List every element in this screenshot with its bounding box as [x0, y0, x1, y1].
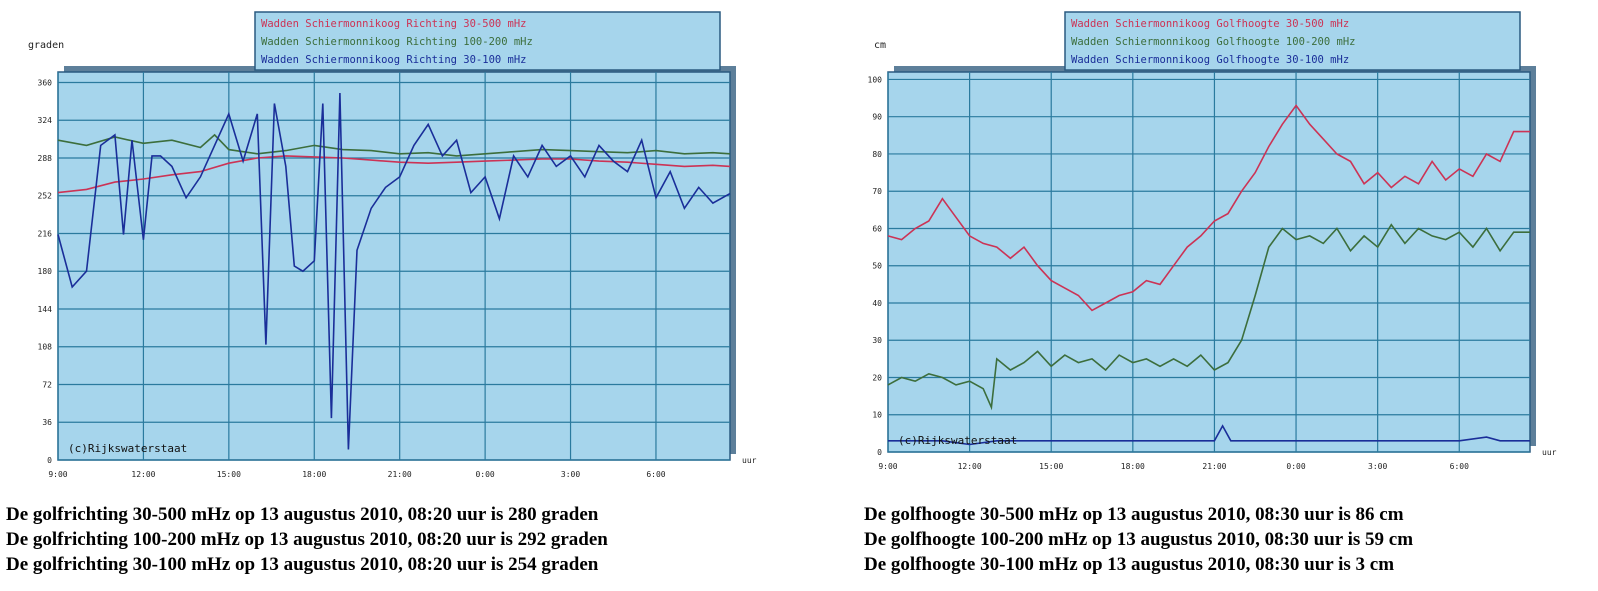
x-tick-label: 15:00: [217, 470, 241, 479]
legend-entry-1: Wadden Schiermonnikoog Golfhoogte 30-500…: [1071, 18, 1349, 30]
x-axis-unit: uur: [1542, 448, 1557, 457]
series-line-1: [887, 104, 1530, 312]
x-tick-label: 9:00: [878, 462, 897, 471]
plot-area: [887, 71, 1531, 453]
y-tick-label: 60: [872, 224, 882, 233]
caption-line-1: De golfrichting 30-500 mHz op 13 augustu…: [6, 504, 599, 525]
series-line-2: [57, 133, 731, 157]
x-tick-label: 12:00: [131, 470, 155, 479]
x-tick-label: 0:00: [475, 470, 494, 479]
legend-entry-3: Wadden Schiermonnikoog Richting 30-100 m…: [261, 54, 527, 66]
caption-line-3: De golfhoogte 30-100 mHz op 13 augustus …: [864, 554, 1395, 575]
x-tick-label: 6:00: [1450, 462, 1469, 471]
chart-panel-golfhoogte: 0 10 20 30 40 50 60 70 80 90 100 9:00 12:00 15:00 18:0…: [860, 0, 1598, 591]
x-tick-label: 18:00: [1121, 462, 1145, 471]
chart-golfhoogte: 0 10 20 30 40 50 60 70 80 90 100 9:00 12:00 15:00 18:0…: [868, 11, 1557, 471]
x-tick-label: 3:00: [561, 470, 580, 479]
y-tick-label: 10: [872, 411, 882, 420]
y-tick-label: 288: [38, 154, 53, 163]
y-tick-label: 70: [872, 187, 882, 196]
x-tick-label: 6:00: [646, 470, 665, 479]
y-tick-label: 108: [38, 343, 53, 352]
x-tick-label: 18:00: [302, 470, 326, 479]
series-line-3: [57, 92, 731, 450]
y-tick-label: 20: [872, 373, 882, 382]
legend-box: [254, 11, 721, 71]
y-tick-label: 216: [38, 229, 53, 238]
x-tick-label: 12:00: [958, 462, 982, 471]
x-tick-label: 3:00: [1368, 462, 1387, 471]
legend-entry-2: Wadden Schiermonnikoog Richting 100-200 …: [261, 36, 533, 48]
y-tick-label: 40: [872, 299, 882, 308]
legend-box: [1064, 11, 1521, 71]
series-line-3: [888, 424, 1530, 446]
y-tick-label: 80: [872, 150, 882, 159]
caption-line-2: De golfhoogte 100-200 mHz op 13 augustus…: [864, 529, 1414, 550]
series-line-2: [887, 223, 1530, 411]
chart-panel-golfrichting: 0 36 72 108 144 180 216 252 288 324 360 9:00 12:00 15…: [6, 11, 757, 575]
y-tick-label: 36: [42, 418, 52, 427]
x-tick-label: 21:00: [388, 470, 412, 479]
chart-golfrichting: 0 36 72 108 144 180 216 252 288 324 360 9:00 12:00 15…: [28, 11, 757, 479]
legend-entry-3: Wadden Schiermonnikoog Golfhoogte 30-100…: [1071, 54, 1349, 66]
plot-area: [57, 71, 731, 461]
y-tick-label: 144: [38, 305, 53, 314]
x-tick-label: 15:00: [1039, 462, 1063, 471]
y-tick-label: 90: [872, 113, 882, 122]
y-axis-label: graden: [28, 40, 64, 51]
caption-line-1: De golfhoogte 30-500 mHz op 13 augustus …: [864, 504, 1404, 525]
x-tick-label: 0:00: [1286, 462, 1305, 471]
caption-line-2: De golfrichting 100-200 mHz op 13 august…: [6, 529, 608, 550]
y-tick-label: 0: [877, 448, 882, 457]
caption-line-3: De golfrichting 30-100 mHz op 13 augustu…: [6, 554, 599, 575]
watermark-text: (c)Rijkswaterstaat: [898, 434, 1017, 447]
legend-entry-1: Wadden Schiermonnikoog Richting 30-500 m…: [261, 18, 527, 30]
y-axis-label: cm: [874, 40, 886, 51]
y-tick-label: 252: [38, 192, 53, 201]
y-tick-label: 324: [38, 116, 53, 125]
y-tick-label: 0: [47, 456, 52, 465]
x-axis-unit: uur: [742, 456, 757, 465]
x-tick-label: 9:00: [48, 470, 67, 479]
y-tick-label: 180: [38, 267, 53, 276]
watermark-text: (c)Rijkswaterstaat: [68, 442, 187, 455]
y-tick-label: 360: [38, 78, 53, 87]
y-tick-label: 100: [868, 75, 883, 84]
y-tick-label: 50: [872, 262, 882, 271]
y-tick-label: 72: [42, 380, 52, 389]
legend-entry-2: Wadden Schiermonnikoog Golfhoogte 100-20…: [1071, 36, 1355, 48]
y-tick-label: 30: [872, 336, 882, 345]
x-tick-label: 21:00: [1202, 462, 1226, 471]
series-line-1: [57, 155, 731, 194]
